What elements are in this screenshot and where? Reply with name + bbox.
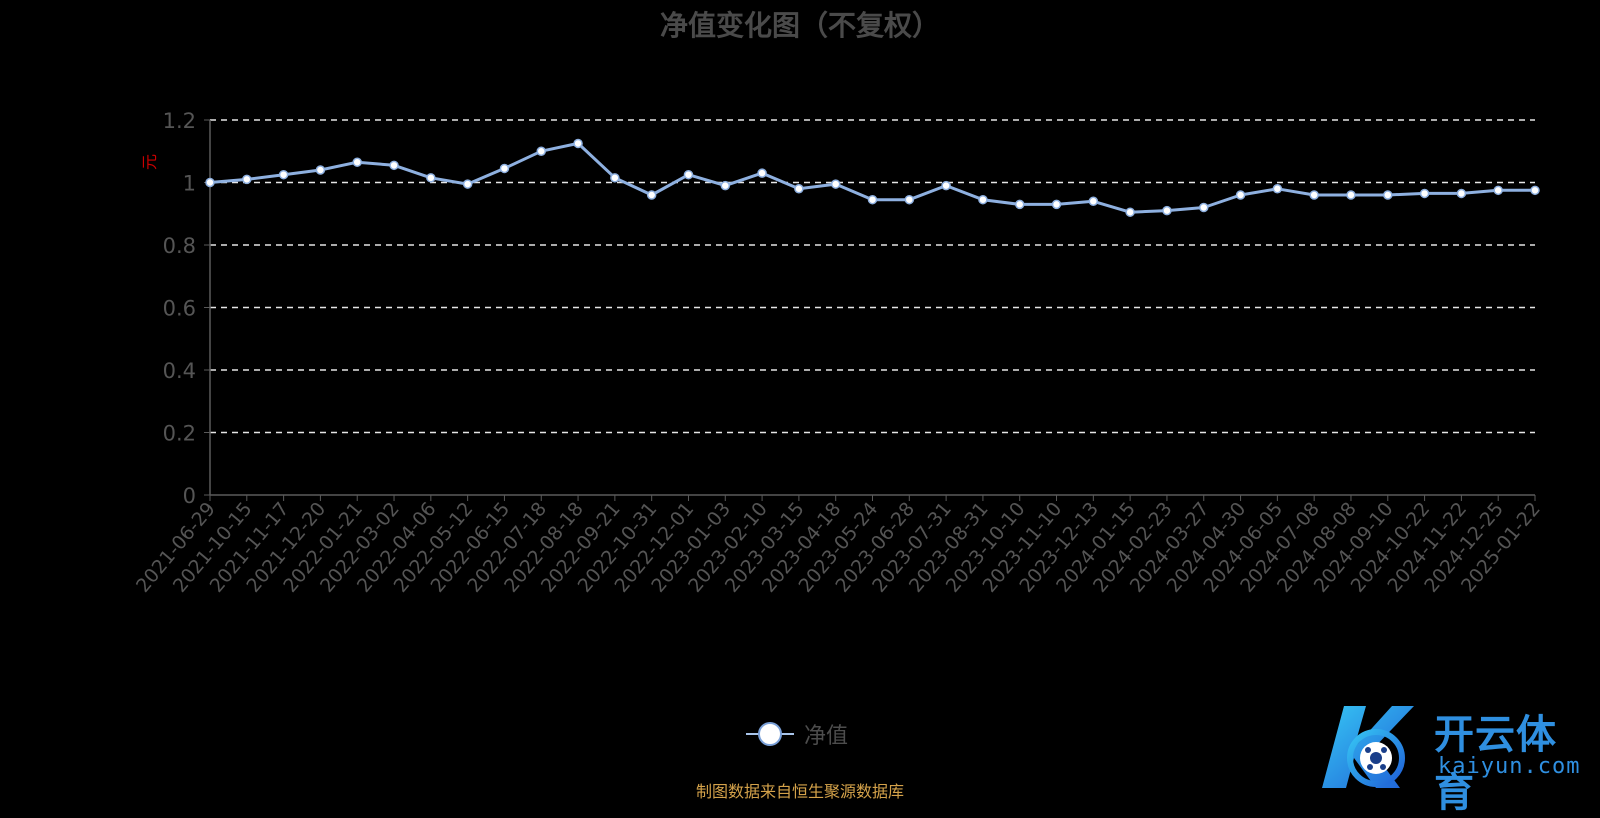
chart-title: 净值变化图（不复权） bbox=[659, 9, 940, 42]
data-point[interactable] bbox=[794, 184, 804, 194]
data-point[interactable] bbox=[1235, 190, 1246, 200]
data-point[interactable] bbox=[683, 169, 694, 180]
data-point[interactable] bbox=[426, 173, 436, 183]
data-point[interactable] bbox=[242, 174, 252, 185]
data-point[interactable] bbox=[1456, 188, 1467, 199]
data-point[interactable] bbox=[462, 179, 473, 189]
plot-area: 0 0.2 0.4 0.6 0.8 1 1.2 2021-06-292021-10-1520… bbox=[132, 109, 1545, 597]
data-point[interactable] bbox=[941, 180, 951, 191]
data-point[interactable] bbox=[610, 173, 620, 183]
data-point[interactable] bbox=[278, 169, 289, 180]
data-point[interactable] bbox=[205, 177, 215, 188]
data-point[interactable] bbox=[1199, 202, 1209, 213]
legend[interactable]: 净值 bbox=[746, 720, 849, 749]
y-tick-label: 0.2 bbox=[163, 422, 196, 446]
data-point[interactable] bbox=[1014, 199, 1025, 210]
data-point[interactable] bbox=[1162, 205, 1172, 216]
data-point[interactable] bbox=[1383, 190, 1393, 200]
data-point[interactable] bbox=[573, 138, 583, 149]
data-point[interactable] bbox=[1346, 190, 1356, 200]
data-point[interactable] bbox=[1419, 188, 1430, 199]
data-point[interactable] bbox=[1088, 196, 1099, 206]
x-tick-labels: 2021-06-292021-10-152021-11-172021-12-20… bbox=[132, 498, 1545, 597]
y-tick-label: 1.2 bbox=[163, 109, 196, 133]
data-point[interactable] bbox=[499, 163, 510, 174]
data-point[interactable] bbox=[757, 168, 767, 178]
data-source-note: 制图数据来自恒生聚源数据库 bbox=[695, 782, 904, 801]
data-point[interactable] bbox=[1309, 190, 1319, 200]
data-point[interactable] bbox=[720, 180, 731, 191]
data-point[interactable] bbox=[1051, 199, 1062, 210]
data-point[interactable] bbox=[904, 194, 915, 205]
y-tick-label: 0.8 bbox=[163, 234, 196, 258]
y-tick-label: 0 bbox=[183, 484, 196, 508]
brand-logo-icon bbox=[1322, 706, 1414, 788]
data-point[interactable] bbox=[1493, 185, 1503, 196]
data-point[interactable] bbox=[1125, 207, 1135, 217]
legend-swatch bbox=[746, 720, 794, 748]
data-point[interactable] bbox=[830, 179, 841, 189]
data-point[interactable] bbox=[315, 165, 326, 175]
y-tick-label: 1 bbox=[183, 172, 196, 196]
data-point[interactable] bbox=[867, 194, 878, 205]
data-point[interactable] bbox=[978, 194, 988, 205]
brand-watermark: 开云体育 kaiyun.com bbox=[1314, 700, 1594, 816]
data-point[interactable] bbox=[646, 190, 657, 200]
legend-label: 净值 bbox=[804, 724, 849, 749]
data-point[interactable] bbox=[1272, 184, 1283, 194]
data-point[interactable] bbox=[536, 146, 546, 156]
data-point[interactable] bbox=[1530, 185, 1540, 196]
brand-domain: kaiyun.com bbox=[1438, 754, 1581, 779]
axes bbox=[204, 119, 1536, 501]
y-tick-labels: 0 0.2 0.4 0.6 0.8 1 1.2 bbox=[163, 109, 196, 508]
y-tick-label: 0.4 bbox=[163, 359, 196, 383]
grid-lines bbox=[210, 119, 1535, 434]
data-point[interactable] bbox=[389, 160, 399, 171]
data-point[interactable] bbox=[352, 157, 362, 167]
y-tick-label: 0.6 bbox=[163, 297, 196, 321]
chart-container: 净值变化图（不复权） 元 0 0.2 0.4 0.6 0.8 1 1.2 2021-06-2… bbox=[132, 9, 1594, 816]
series-net-value bbox=[205, 138, 1540, 217]
